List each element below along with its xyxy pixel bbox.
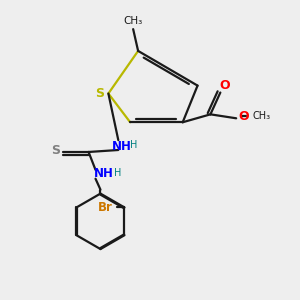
Text: NH: NH [112,140,132,152]
Text: S: S [51,145,60,158]
Text: O: O [238,110,249,123]
Text: H: H [114,168,121,178]
Text: Br: Br [98,201,113,214]
Text: O: O [219,79,230,92]
Text: CH₃: CH₃ [252,111,270,121]
Text: S: S [95,87,104,100]
Text: NH: NH [94,167,113,180]
Text: H: H [130,140,138,150]
Text: CH₃: CH₃ [124,16,143,26]
